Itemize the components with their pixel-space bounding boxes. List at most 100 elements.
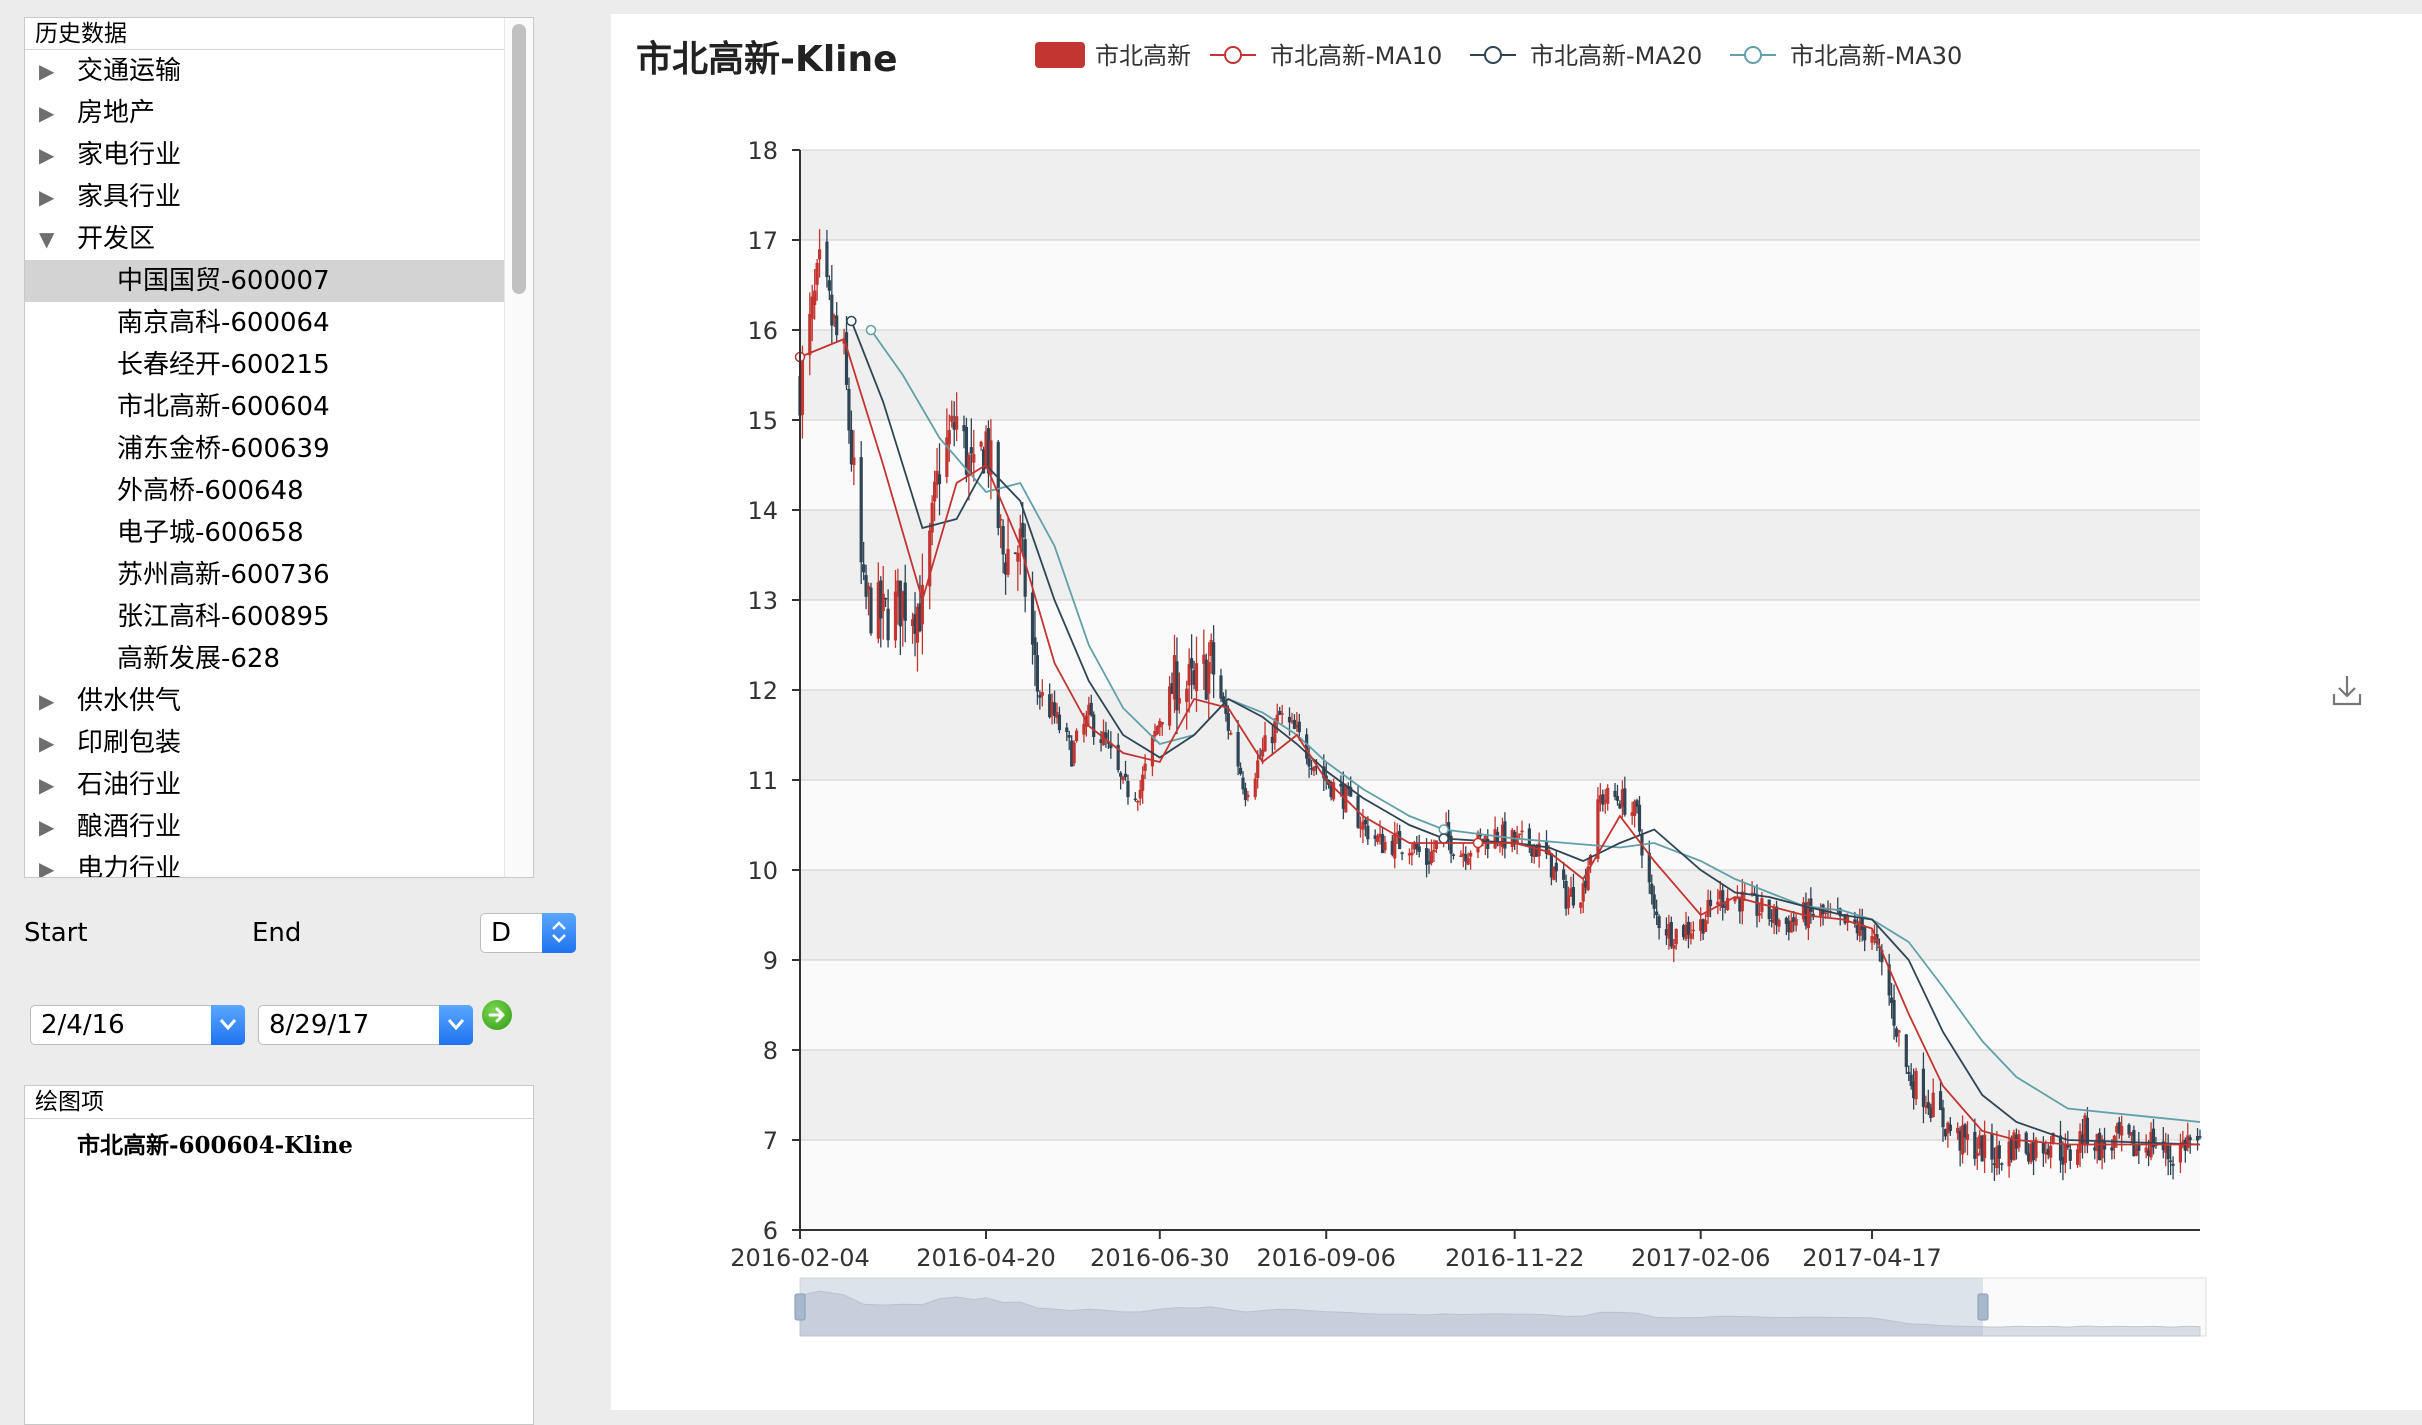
history-tree[interactable]: 历史数据 ▶ 交通运输 ▶ 房地产 ▶ 家电行业 ▶ 家具行业 ▼ 开发区 中国国贸-600007 南… xyxy=(24,17,534,878)
tree-item[interactable]: 浦东金桥-600639 xyxy=(25,428,505,470)
tree-scrollbar[interactable] xyxy=(504,18,533,877)
tree-item[interactable]: 苏州高新-600736 xyxy=(25,554,505,596)
candle-down xyxy=(1390,834,1394,857)
candle-body xyxy=(1292,719,1297,729)
collapsed-arrow-icon[interactable]: ▶ xyxy=(39,689,55,713)
download-icon[interactable] xyxy=(2330,672,2364,708)
end-date-dropdown-icon[interactable] xyxy=(439,1005,473,1045)
candle-body xyxy=(1023,539,1027,597)
candle-body xyxy=(1637,804,1642,832)
tree-item[interactable]: ▶ 印刷包装 xyxy=(25,722,505,764)
candle-up xyxy=(1566,886,1571,915)
collapsed-arrow-icon[interactable]: ▶ xyxy=(39,59,55,83)
candle-down xyxy=(1212,625,1216,699)
chart-legend[interactable]: 市北高新 市北高新-MA10 市北高新-MA20 市北高新-MA30 xyxy=(1030,34,1990,74)
candle-body xyxy=(1931,1092,1935,1118)
tree-item[interactable]: 电子城-600658 xyxy=(25,512,505,554)
candle-body xyxy=(1938,1091,1943,1111)
candle-up xyxy=(1633,799,1637,828)
tree-item[interactable]: ▶ 房地产 xyxy=(25,92,505,134)
start-date-dropdown-icon[interactable] xyxy=(211,1005,245,1045)
candle-down xyxy=(1170,672,1174,695)
tree-item[interactable]: ▶ 交通运输 xyxy=(25,50,505,92)
candle-body xyxy=(2085,1117,2090,1146)
tree-item[interactable]: 张江高科-600895 xyxy=(25,596,505,638)
candle-body xyxy=(1170,683,1174,694)
candle-down xyxy=(1038,690,1042,710)
period-select[interactable]: D xyxy=(480,913,576,953)
zoom-window[interactable] xyxy=(800,1278,1983,1336)
candle-body xyxy=(955,416,959,430)
candle-down xyxy=(903,564,907,643)
data-zoom[interactable] xyxy=(794,1277,2207,1337)
candle-down xyxy=(1907,1065,1911,1081)
tree-item[interactable]: 高新发展-628 xyxy=(25,638,505,680)
candle-body xyxy=(1618,803,1622,809)
candle-down xyxy=(1013,552,1017,555)
tree-item[interactable]: ▶ 家电行业 xyxy=(25,134,505,176)
tree-item[interactable]: ▶ 酿酒行业 xyxy=(25,806,505,848)
legend-item-ma30[interactable]: 市北高新-MA30 xyxy=(1730,42,1962,70)
collapsed-arrow-icon[interactable]: ▶ xyxy=(39,815,55,839)
candle-body xyxy=(2198,1136,2202,1138)
candle-body xyxy=(964,426,969,475)
candle-body xyxy=(1021,522,1025,538)
tree-item-label: 中国国贸-600007 xyxy=(117,266,330,296)
candle-body xyxy=(1376,836,1380,843)
candle-body xyxy=(1167,686,1172,726)
tree-item[interactable]: ▶ 石油行业 xyxy=(25,764,505,806)
candle-up xyxy=(1177,672,1181,714)
candle-down xyxy=(2151,1118,2156,1155)
go-arrow-icon[interactable] xyxy=(482,1000,512,1030)
candle-up xyxy=(1141,766,1145,804)
tree-item[interactable]: 市北高新-600604 xyxy=(25,386,505,428)
candle-body xyxy=(1486,839,1490,850)
candle-body xyxy=(1057,714,1062,731)
tree-item[interactable]: 中国国贸-600007 xyxy=(25,260,505,302)
tree-item[interactable]: 长春经开-600215 xyxy=(25,344,505,386)
candle-body xyxy=(967,454,971,477)
candle-down xyxy=(1635,798,1639,814)
expanded-arrow-icon[interactable]: ▼ xyxy=(39,227,55,251)
plot-items-panel[interactable]: 绘图项 市北高新-600604-Kline xyxy=(24,1085,534,1425)
start-date-field[interactable]: 2/4/16 xyxy=(30,1005,245,1045)
candle-down xyxy=(1070,735,1074,767)
candle-down xyxy=(1400,851,1404,861)
candle-body xyxy=(1236,731,1240,767)
collapsed-arrow-icon[interactable]: ▶ xyxy=(39,857,55,878)
candle-up xyxy=(1459,850,1463,858)
tree-item[interactable]: ▶ 电力行业 xyxy=(25,848,505,878)
collapsed-arrow-icon[interactable]: ▶ xyxy=(39,731,55,755)
legend-item-ma20[interactable]: 市北高新-MA20 xyxy=(1470,42,1702,70)
tree-item[interactable]: ▼ 开发区 xyxy=(25,218,505,260)
legend-item-kline[interactable]: 市北高新 xyxy=(1035,42,1191,70)
grid-band xyxy=(800,690,2200,780)
period-stepper-icon[interactable] xyxy=(542,913,576,953)
candle-body xyxy=(1410,852,1414,856)
collapsed-arrow-icon[interactable]: ▶ xyxy=(39,185,55,209)
collapsed-arrow-icon[interactable]: ▶ xyxy=(39,773,55,797)
tree-item[interactable]: 外高桥-600648 xyxy=(25,470,505,512)
candle-body xyxy=(1921,1068,1926,1108)
tree-item[interactable]: ▶ 供水供气 xyxy=(25,680,505,722)
collapsed-arrow-icon[interactable]: ▶ xyxy=(39,143,55,167)
candle-body xyxy=(1378,833,1382,838)
collapsed-arrow-icon[interactable]: ▶ xyxy=(39,101,55,125)
candle-body xyxy=(1035,655,1040,692)
candle-body xyxy=(1708,899,1713,907)
candle-body xyxy=(852,457,856,466)
zoom-handle-right[interactable] xyxy=(1977,1293,1989,1321)
tree-scrollbar-thumb[interactable] xyxy=(512,24,526,294)
candle-body xyxy=(842,340,846,344)
end-date-field[interactable]: 8/29/17 xyxy=(258,1005,473,1045)
candle-body xyxy=(1280,713,1284,715)
plot-item[interactable]: 市北高新-600604-Kline xyxy=(77,1132,353,1159)
legend-item-ma10[interactable]: 市北高新-MA10 xyxy=(1210,42,1442,70)
candle-up xyxy=(1733,897,1737,904)
tree-item[interactable]: ▶ 家具行业 xyxy=(25,176,505,218)
candle-body xyxy=(1361,821,1365,830)
tree-item[interactable]: 南京高科-600064 xyxy=(25,302,505,344)
zoom-handle-left[interactable] xyxy=(794,1293,806,1321)
candle-down xyxy=(2198,1129,2202,1140)
